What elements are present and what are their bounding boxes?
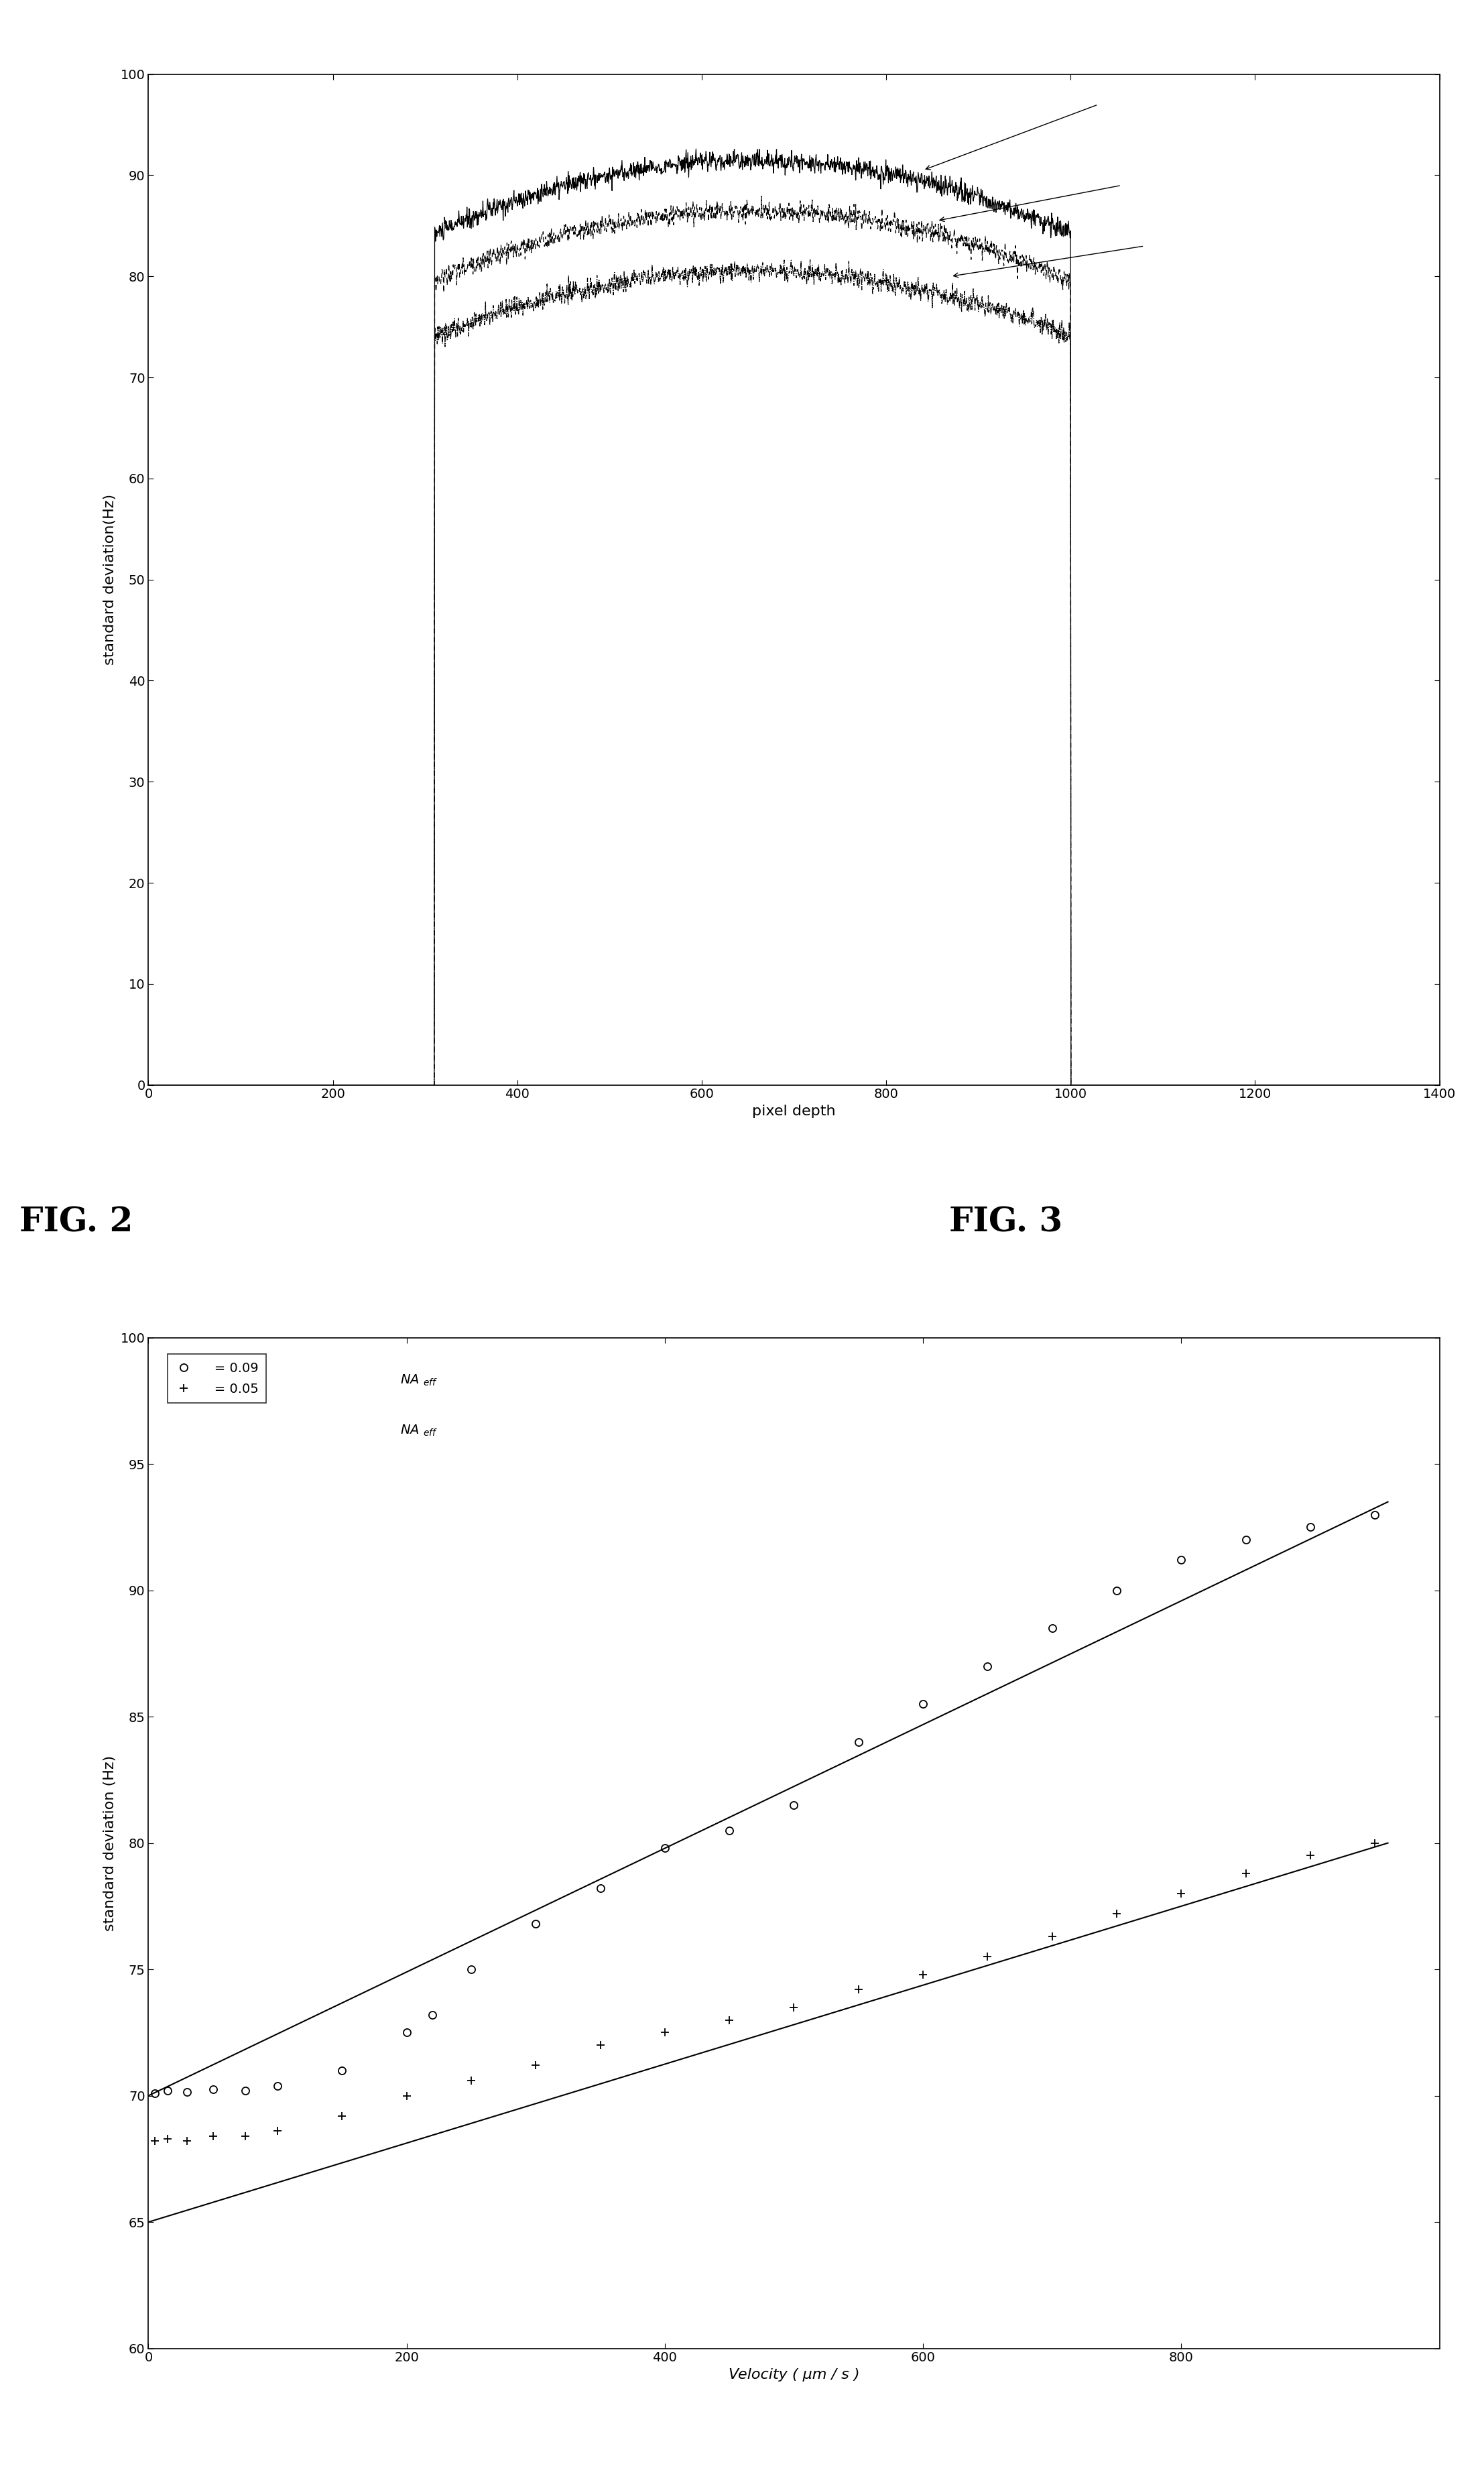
- Y-axis label: standard deviation(Hz): standard deviation(Hz): [104, 494, 117, 665]
- X-axis label: pixel depth: pixel depth: [752, 1105, 835, 1117]
- Text: FIG. 2: FIG. 2: [19, 1206, 134, 1238]
- Text: FIG. 3: FIG. 3: [948, 1206, 1063, 1238]
- Legend:    = 0.09,    = 0.05: = 0.09, = 0.05: [168, 1355, 266, 1404]
- X-axis label: Velocity ( μm / s ): Velocity ( μm / s ): [729, 2368, 859, 2381]
- Text: $NA\ _{eff}$: $NA\ _{eff}$: [401, 1424, 438, 1439]
- Y-axis label: standard deviation (Hz): standard deviation (Hz): [104, 1755, 117, 1931]
- Text: $NA\ _{eff}$: $NA\ _{eff}$: [401, 1372, 438, 1387]
